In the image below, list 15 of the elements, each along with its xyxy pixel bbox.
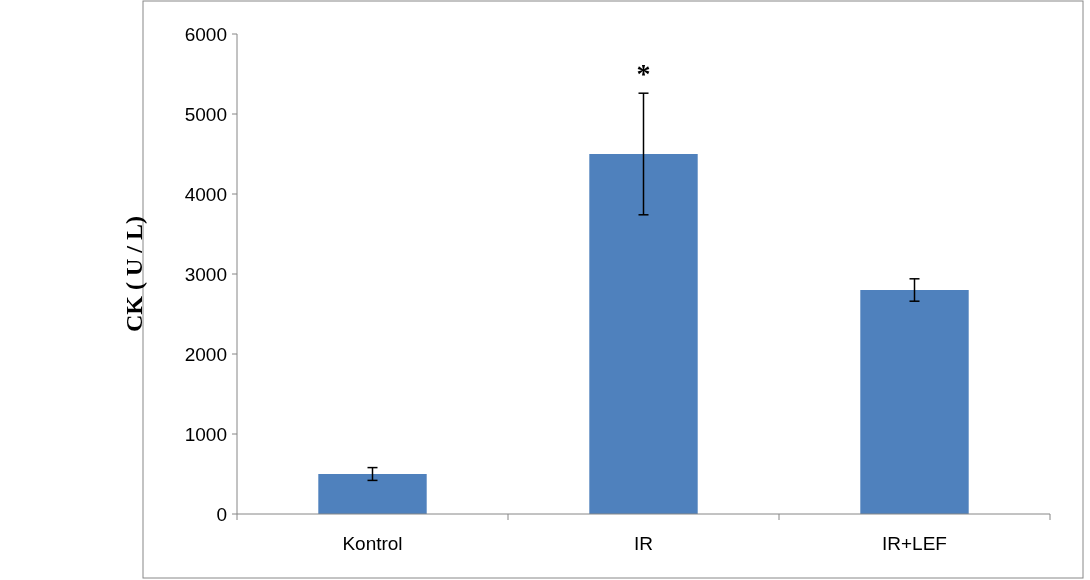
bar xyxy=(589,154,698,514)
bar xyxy=(860,290,969,514)
y-tick-label: 3000 xyxy=(184,263,227,285)
y-tick-label: 1000 xyxy=(184,423,227,445)
y-tick-label: 6000 xyxy=(184,23,227,45)
y-tick-label: 5000 xyxy=(184,103,227,125)
bar xyxy=(318,474,427,514)
x-tick-label: IR+LEF xyxy=(882,533,947,554)
annotation: * xyxy=(636,57,651,89)
y-tick-label: 0 xyxy=(216,503,227,525)
x-tick-label: IR xyxy=(634,533,653,554)
y-axis-title: CK ( U / L) xyxy=(121,216,147,332)
x-tick-label: Kontrol xyxy=(342,533,403,554)
y-tick-label: 4000 xyxy=(184,183,227,205)
y-tick-label: 2000 xyxy=(184,343,227,365)
